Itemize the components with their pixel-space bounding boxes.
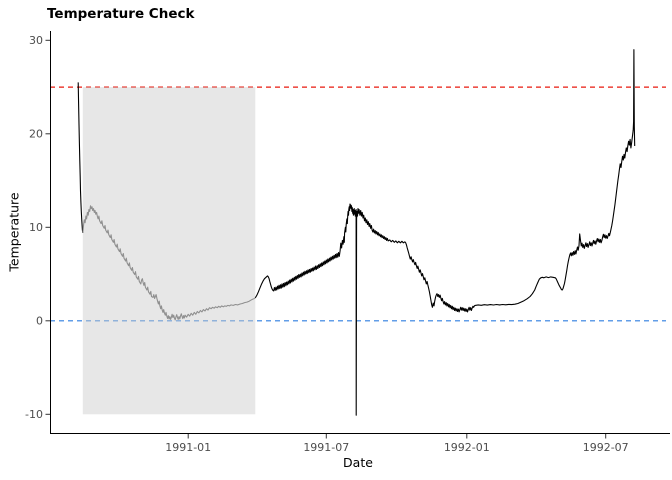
y-tick-label: 30	[29, 34, 43, 47]
y-tick-label: -10	[25, 408, 43, 421]
y-tick-label: 20	[29, 128, 43, 141]
x-tick-label: 1991-01	[165, 441, 211, 454]
temperature-initial-line	[77, 82, 84, 233]
y-axis-title: Temperature	[6, 192, 22, 272]
y-tick-label: 0	[36, 315, 43, 328]
x-tick-label: 1992-07	[583, 441, 629, 454]
y-tick-label: 10	[29, 221, 43, 234]
x-axis-title: Date	[343, 455, 373, 470]
highlight-region	[82, 87, 256, 415]
temperature-window-line	[82, 205, 256, 321]
x-tick-label: 1991-07	[303, 441, 349, 454]
x-tick-label: 1992-01	[444, 441, 490, 454]
chart-title: Temperature Check	[47, 6, 195, 22]
temperature-main-line	[254, 49, 636, 416]
